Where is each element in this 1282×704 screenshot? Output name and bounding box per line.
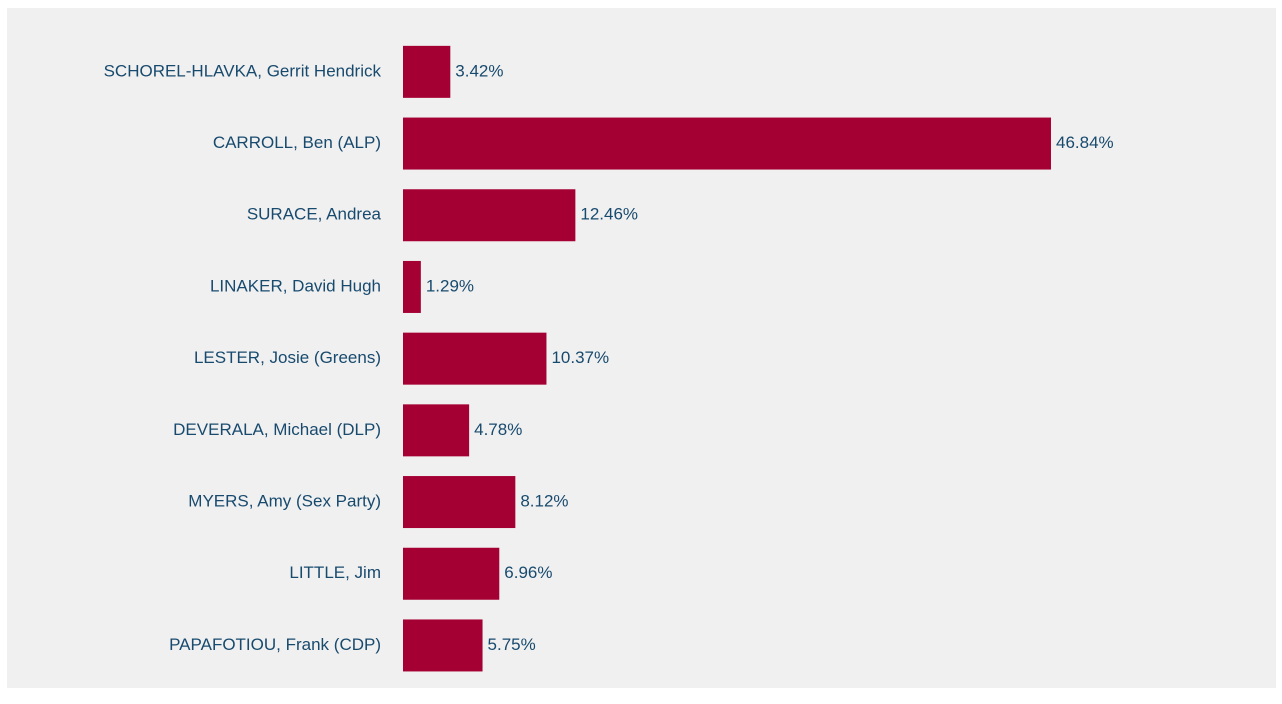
category-label: CARROLL, Ben (ALP) xyxy=(213,133,381,152)
value-label: 6.96% xyxy=(504,563,552,582)
category-label: DEVERALA, Michael (DLP) xyxy=(173,420,381,439)
category-label: MYERS, Amy (Sex Party) xyxy=(188,492,381,511)
bar xyxy=(403,332,547,385)
bar xyxy=(403,404,470,457)
value-label: 46.84% xyxy=(1056,133,1114,152)
value-label: 1.29% xyxy=(426,276,474,295)
category-label: PAPAFOTIOU, Frank (CDP) xyxy=(169,635,381,654)
value-label: 12.46% xyxy=(580,205,638,224)
category-label: LINAKER, David Hugh xyxy=(210,276,381,295)
value-label: 5.75% xyxy=(488,635,536,654)
value-label: 8.12% xyxy=(520,492,568,511)
value-label: 10.37% xyxy=(551,348,609,367)
category-label: LITTLE, Jim xyxy=(289,563,381,582)
bar xyxy=(403,117,1051,170)
category-label: SURACE, Andrea xyxy=(247,205,382,224)
value-label: 4.78% xyxy=(474,420,522,439)
bar xyxy=(403,619,483,672)
bar xyxy=(403,45,451,98)
bar xyxy=(403,260,421,313)
bar xyxy=(403,476,516,529)
category-label: LESTER, Josie (Greens) xyxy=(194,348,381,367)
category-label: SCHOREL-HLAVKA, Gerrit Hendrick xyxy=(104,61,382,80)
value-label: 3.42% xyxy=(455,61,503,80)
bar xyxy=(403,189,576,242)
bar xyxy=(403,547,500,600)
